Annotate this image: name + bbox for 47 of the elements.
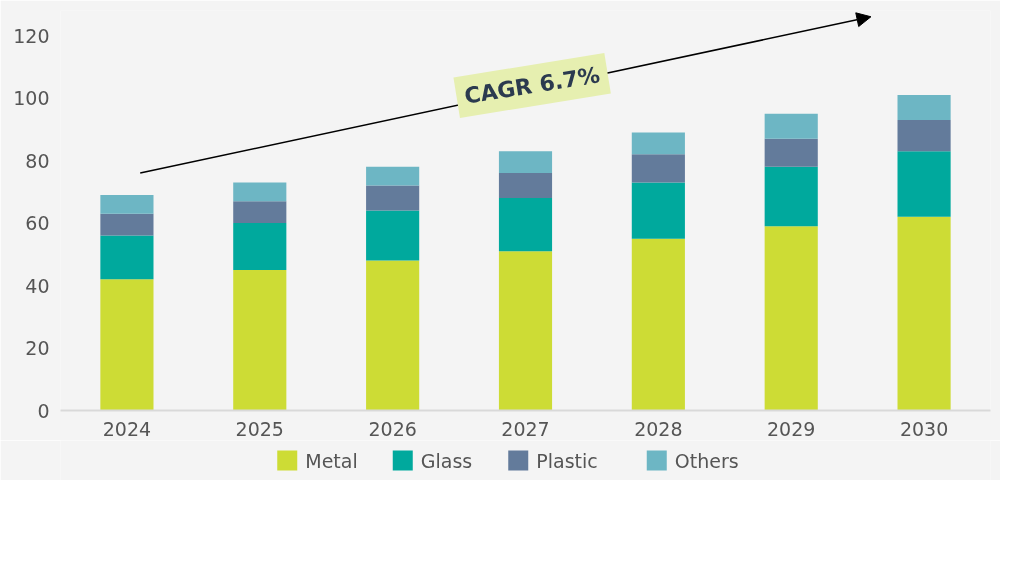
y-tick-label: 0	[37, 399, 50, 422]
legend-label: Metal	[305, 449, 358, 472]
bar	[233, 223, 287, 270]
legend-label: Plastic	[536, 449, 598, 472]
y-tick-label: 80	[25, 149, 50, 172]
bar	[764, 113, 818, 139]
bar	[100, 279, 154, 411]
bar	[631, 154, 685, 183]
bar	[631, 182, 685, 239]
bar	[100, 213, 154, 236]
y-tick-label: 40	[25, 274, 50, 297]
bar	[631, 238, 685, 411]
bar	[233, 201, 287, 223]
bar	[498, 251, 553, 411]
bar	[631, 132, 685, 155]
bar	[897, 94, 951, 120]
bar	[897, 216, 951, 411]
bar	[100, 194, 154, 214]
bar	[366, 166, 420, 186]
legend-label: Others	[674, 449, 739, 472]
bar	[764, 226, 818, 411]
x-tick-label: 2029	[767, 417, 816, 440]
x-tick-label: 2027	[501, 417, 550, 440]
bar	[366, 210, 420, 261]
bar	[498, 173, 553, 198]
bar	[233, 269, 287, 411]
bar	[100, 235, 154, 280]
x-tick-label: 2025	[235, 417, 284, 440]
x-tick-label: 2026	[368, 417, 417, 440]
x-tick-label: 2030	[899, 417, 949, 440]
bar	[233, 182, 287, 202]
bar	[897, 151, 951, 217]
y-tick-label: 100	[13, 87, 50, 109]
bar	[897, 119, 951, 152]
annotation: CAGR 6.7%	[462, 62, 602, 109]
legend-label: Glass	[420, 449, 473, 472]
y-tick-label: 20	[25, 337, 50, 359]
bar	[498, 198, 553, 252]
bar	[764, 166, 818, 227]
y-tick-label: 60	[25, 212, 50, 234]
x-tick-label: 2028	[634, 417, 683, 440]
bar	[764, 138, 818, 167]
bar	[366, 260, 420, 411]
bar	[366, 185, 420, 211]
y-tick-label: 120	[13, 24, 50, 47]
x-tick-label: 2024	[102, 417, 152, 440]
bar	[498, 151, 553, 173]
